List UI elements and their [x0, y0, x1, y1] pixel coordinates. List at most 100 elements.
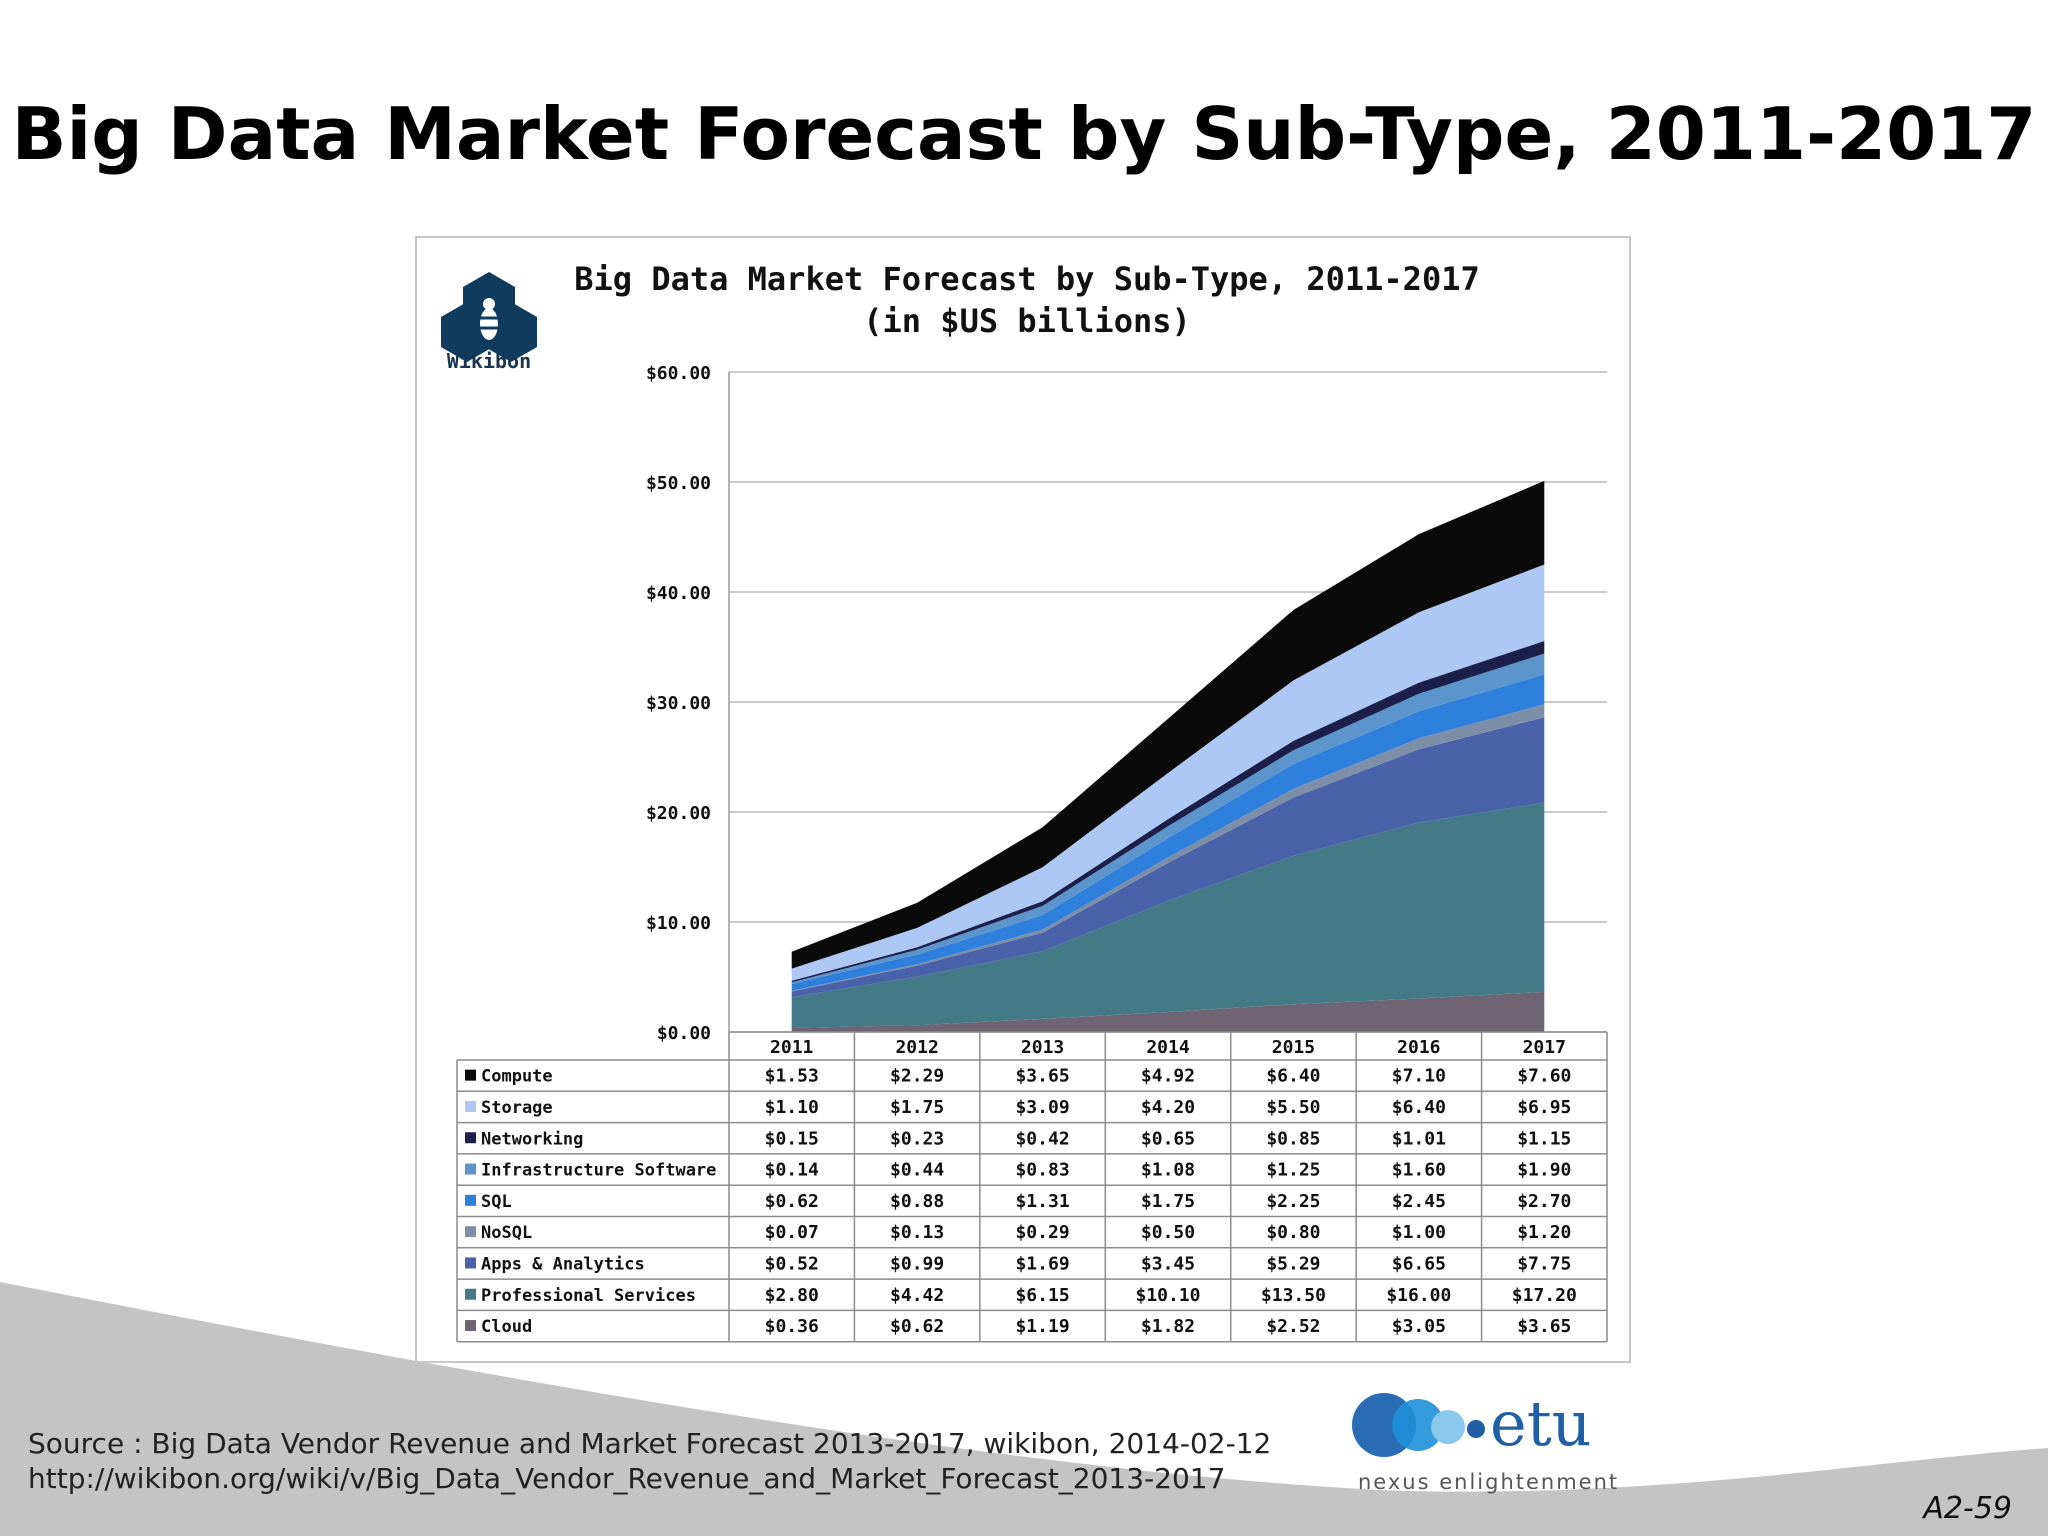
data-label: $0.83: [1015, 1160, 1069, 1181]
y-tick-label: $50.00: [646, 473, 711, 494]
slide-title: Big Data Market Forecast by Sub-Type, 20…: [11, 92, 2037, 176]
data-label: $0.23: [890, 1128, 944, 1149]
legend-entry-cloud: Cloud: [481, 1317, 532, 1337]
data-label: $3.05: [1392, 1316, 1446, 1337]
data-label: $10.10: [1135, 1285, 1200, 1306]
data-label: $1.19: [1015, 1316, 1069, 1337]
area-cloud: [791, 991, 1545, 1032]
data-label: $0.99: [890, 1253, 944, 1274]
data-label: $6.95: [1517, 1097, 1571, 1118]
data-label: $2.45: [1392, 1191, 1446, 1212]
x-tick-label: 2015: [1272, 1037, 1315, 1058]
data-label: $0.13: [890, 1222, 944, 1243]
chart-subtitle: (in $US billions): [863, 302, 1191, 340]
data-label: $1.53: [765, 1066, 819, 1087]
data-label: $0.42: [1015, 1128, 1069, 1149]
data-label: $1.60: [1392, 1160, 1446, 1181]
data-label: $2.80: [765, 1285, 819, 1306]
x-tick-label: 2017: [1523, 1037, 1566, 1058]
area-apps-analytics: [791, 717, 1545, 998]
legend-entry-nosql: NoSQL: [481, 1223, 532, 1243]
legend-swatch-infrastructure-software: [465, 1163, 476, 1175]
data-label: $17.20: [1512, 1285, 1577, 1306]
data-label: $0.44: [890, 1160, 944, 1181]
chart-panel: Wikibon Big Data Market Forecast by Sub-…: [415, 236, 1631, 1363]
chart-title: Big Data Market Forecast by Sub-Type, 20…: [574, 260, 1479, 298]
y-tick-label: $40.00: [646, 583, 711, 604]
area-networking: [791, 641, 1545, 983]
legend-entry-storage: Storage: [481, 1098, 553, 1118]
data-label: $0.36: [765, 1316, 819, 1337]
data-label: $6.40: [1266, 1066, 1320, 1087]
data-label: $0.50: [1141, 1222, 1195, 1243]
data-label: $3.09: [1015, 1097, 1069, 1118]
data-label: $7.60: [1517, 1066, 1571, 1087]
area-series: [791, 480, 1545, 1032]
wikibon-logo-text: Wikibon: [447, 349, 531, 373]
data-label: $1.75: [890, 1097, 944, 1118]
etu-logo-circle-3: [1431, 1410, 1465, 1444]
y-tick-label: $0.00: [657, 1023, 711, 1044]
x-tick-label: 2014: [1146, 1037, 1190, 1058]
data-label: $0.88: [890, 1191, 944, 1212]
data-label: $1.31: [1015, 1191, 1069, 1212]
legend-entry-compute: Compute: [481, 1067, 553, 1087]
source-line-1: Source : Big Data Vendor Revenue and Mar…: [28, 1427, 1272, 1460]
source-line-2: http://wikibon.org/wiki/v/Big_Data_Vendo…: [28, 1462, 1226, 1495]
wikibon-logo-icon: [441, 272, 537, 362]
etu-logo-tagline: nexus enlightenment: [1358, 1470, 1619, 1494]
area-compute: [791, 480, 1545, 969]
data-label: $6.65: [1392, 1253, 1446, 1274]
legend-swatch-apps-analytics: [465, 1257, 476, 1269]
data-label: $6.40: [1392, 1097, 1446, 1118]
data-label: $1.25: [1266, 1160, 1320, 1181]
data-label: $1.90: [1517, 1160, 1571, 1181]
area-nosql: [791, 704, 1545, 992]
data-label: $5.50: [1266, 1097, 1320, 1118]
etu-logo-dot: [1467, 1420, 1485, 1438]
data-label: $0.07: [765, 1222, 819, 1243]
data-label: $0.15: [765, 1128, 819, 1149]
y-tick-label: $10.00: [646, 913, 711, 934]
data-table: 2011 2012 2013 2014 2015 2016 2017 Compute $1.53…: [456, 1031, 1608, 1343]
data-label: $2.25: [1266, 1191, 1320, 1212]
legend-entry-professional-services: Professional Services: [481, 1286, 696, 1306]
y-tick-label: $30.00: [646, 693, 711, 714]
legend-swatch-nosql: [465, 1226, 476, 1238]
data-label: $3.65: [1517, 1316, 1571, 1337]
legend-swatch-sql: [465, 1194, 476, 1206]
data-label: $2.70: [1517, 1191, 1571, 1212]
data-label: $1.08: [1141, 1160, 1195, 1181]
legend-entry-sql: SQL: [481, 1192, 512, 1212]
data-label: $0.62: [890, 1316, 944, 1337]
legend-swatch-professional-services: [465, 1288, 476, 1300]
data-label: $1.00: [1392, 1222, 1446, 1243]
data-label: $1.75: [1141, 1191, 1195, 1212]
data-label: $0.52: [765, 1253, 819, 1274]
data-label: $1.69: [1015, 1253, 1069, 1274]
data-label: $1.10: [765, 1097, 819, 1118]
data-label: $16.00: [1386, 1285, 1451, 1306]
data-label: $0.62: [765, 1191, 819, 1212]
etu-logo-text: etu: [1490, 1387, 1592, 1460]
slide-number: A2-59: [1923, 1491, 2012, 1526]
etu-logo-circle-2: [1392, 1399, 1444, 1451]
data-label: $0.65: [1141, 1128, 1195, 1149]
y-tick-label: $20.00: [646, 803, 711, 824]
data-label: $1.01: [1392, 1128, 1446, 1149]
data-label: $1.82: [1141, 1316, 1195, 1337]
data-label: $4.20: [1141, 1097, 1195, 1118]
x-tick-label: 2011: [770, 1037, 813, 1058]
area-infrastructure-software: [791, 653, 1545, 984]
data-label: $7.10: [1392, 1066, 1446, 1087]
data-label: $4.92: [1141, 1066, 1195, 1087]
data-label: $6.15: [1015, 1285, 1069, 1306]
data-label: $2.52: [1266, 1316, 1320, 1337]
area-sql: [791, 674, 1545, 991]
data-label: $5.29: [1266, 1253, 1320, 1274]
data-label: $4.42: [890, 1285, 944, 1306]
data-label: $0.85: [1266, 1128, 1320, 1149]
legend-entry-networking: Networking: [481, 1129, 583, 1149]
data-label: $2.29: [890, 1066, 944, 1087]
